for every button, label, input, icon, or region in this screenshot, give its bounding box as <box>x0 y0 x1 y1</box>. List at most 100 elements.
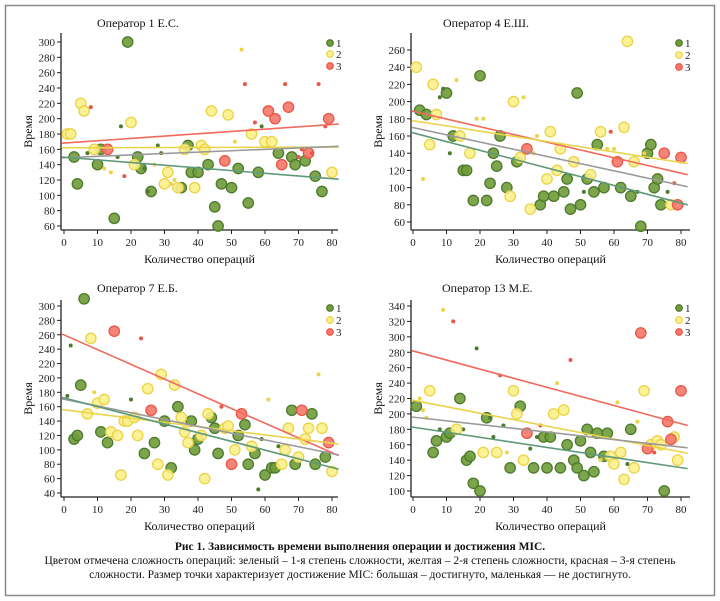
point-complexity-2-mic-not-achieved <box>239 47 244 52</box>
caption-title: Рис 1. Зависимость времени выполнения оп… <box>175 541 545 553</box>
point-complexity-3-mic-achieved <box>282 101 295 114</box>
x-tick-label: 10 <box>441 504 453 516</box>
y-tick-label: 120 <box>39 430 56 442</box>
point-complexity-2-mic-not-achieved <box>598 458 603 463</box>
point-complexity-2-mic-achieved <box>302 422 315 435</box>
point-complexity-2-mic-not-achieved <box>172 178 177 182</box>
point-complexity-2-mic-achieved <box>326 166 338 179</box>
point-complexity-3-mic-achieved <box>108 325 121 338</box>
point-complexity-2-mic-not-achieved <box>421 177 426 181</box>
x-axis-label: Количество операций <box>495 519 606 533</box>
point-complexity-1-mic-achieved <box>634 220 647 233</box>
y-tick-label: 180 <box>39 387 56 399</box>
x-tick-label: 20 <box>126 237 138 249</box>
point-complexity-2-mic-achieved <box>175 411 188 424</box>
trend-line-3 <box>61 333 340 457</box>
chart-title: Оператор 7 Е.Б. <box>97 281 178 295</box>
point-complexity-1-mic-achieved <box>537 190 550 203</box>
x-tick-label: 60 <box>609 504 621 516</box>
point-complexity-2-mic-achieved <box>423 138 436 151</box>
y-tick-label: 120 <box>389 165 406 177</box>
point-complexity-1-mic-achieved <box>316 185 328 198</box>
point-complexity-1-mic-achieved <box>490 160 503 172</box>
point-complexity-1-mic-achieved <box>259 469 271 481</box>
point-complexity-2-mic-achieved <box>98 393 111 406</box>
point-complexity-2-mic-achieved <box>423 384 436 397</box>
point-complexity-3-mic-achieved <box>145 404 157 417</box>
y-tick-label: 200 <box>39 373 56 385</box>
legend-label: 3 <box>336 61 342 73</box>
point-complexity-3-mic-not-achieved <box>139 336 144 341</box>
y-tick-label: 200 <box>39 114 56 126</box>
point-complexity-1-mic-achieved <box>430 435 443 447</box>
x-tick-label: 60 <box>609 237 621 249</box>
legend-label: 2 <box>336 315 342 327</box>
point-complexity-2-mic-achieved <box>517 454 530 467</box>
point-complexity-1-mic-achieved <box>212 447 224 460</box>
legend-marker <box>326 50 334 58</box>
x-tick-label: 20 <box>475 504 487 516</box>
trend-line-all <box>411 126 688 188</box>
point-complexity-1-mic-achieved <box>71 429 84 442</box>
point-complexity-1-mic-achieved <box>588 186 600 198</box>
point-complexity-2-mic-achieved <box>131 429 144 442</box>
x-tick-label: 30 <box>159 504 171 516</box>
point-complexity-2-mic-not-achieved <box>169 181 174 186</box>
point-complexity-2-mic-achieved <box>162 166 174 179</box>
point-complexity-3-mic-achieved <box>225 458 238 471</box>
chart-panel: Оператор 13 М.Е.100120140160180200220240… <box>371 281 691 533</box>
point-complexity-1-mic-not-achieved <box>118 124 123 129</box>
point-complexity-2-mic-not-achieved <box>474 116 479 121</box>
point-complexity-1-mic-achieved <box>101 436 114 449</box>
y-tick-label: 160 <box>389 440 406 452</box>
legend-marker <box>326 316 334 324</box>
trend-line-3 <box>411 349 688 427</box>
point-complexity-2-mic-not-achieved <box>417 396 422 401</box>
point-complexity-2-mic-achieved <box>454 130 466 142</box>
legend-label: 2 <box>685 315 691 327</box>
point-complexity-1-mic-achieved <box>285 404 298 417</box>
trend-line-2 <box>411 119 688 165</box>
point-complexity-2-mic-achieved <box>608 458 620 470</box>
y-tick-label: 260 <box>39 68 56 80</box>
point-complexity-1-mic-achieved <box>588 465 600 478</box>
x-tick-label: 50 <box>575 504 587 516</box>
x-tick-label: 40 <box>193 504 205 516</box>
y-tick-label: 160 <box>389 131 406 143</box>
point-complexity-3-mic-achieved <box>218 154 231 167</box>
point-complexity-2-mic-not-achieved <box>612 146 616 151</box>
y-tick-label: 160 <box>39 402 56 414</box>
point-complexity-1-mic-achieved <box>574 198 587 211</box>
legend-marker <box>675 316 683 324</box>
point-complexity-1-mic-not-achieved <box>665 189 670 194</box>
point-complexity-3-mic-achieved <box>665 433 677 446</box>
y-tick-label: 180 <box>389 424 406 436</box>
chart-panel: Оператор 7 Е.Б.4060801001201401601802002… <box>21 281 342 533</box>
point-complexity-2-mic-not-achieved <box>555 381 560 386</box>
y-axis-label: Время <box>21 382 35 415</box>
point-complexity-2-mic-achieved <box>275 458 288 471</box>
point-complexity-1-mic-achieved <box>188 443 201 456</box>
y-tick-label: 260 <box>389 363 406 375</box>
point-complexity-1-mic-achieved <box>410 400 423 413</box>
point-complexity-2-mic-achieved <box>557 404 570 416</box>
point-complexity-1-mic-not-achieved <box>68 343 73 348</box>
trend-line-1 <box>411 426 688 470</box>
trend-line-all <box>61 397 339 456</box>
point-complexity-1-mic-achieved <box>74 379 87 391</box>
point-complexity-1-mic-not-achieved <box>491 435 496 440</box>
point-complexity-2-mic-achieved <box>151 458 164 471</box>
point-complexity-1-mic-achieved <box>561 438 573 451</box>
y-tick-label: 140 <box>39 160 56 172</box>
point-complexity-3-mic-achieved <box>322 112 335 125</box>
y-tick-label: 200 <box>389 97 406 109</box>
point-complexity-1-mic-achieved <box>547 190 560 203</box>
y-tick-label: 300 <box>39 37 56 49</box>
point-complexity-2-mic-achieved <box>507 384 520 397</box>
point-complexity-2-mic-achieved <box>198 143 211 156</box>
point-complexity-2-mic-achieved <box>111 429 124 442</box>
x-axis-label: Количество операций <box>495 252 606 266</box>
x-tick-label: 80 <box>327 504 339 516</box>
legend-label: 2 <box>685 50 691 62</box>
